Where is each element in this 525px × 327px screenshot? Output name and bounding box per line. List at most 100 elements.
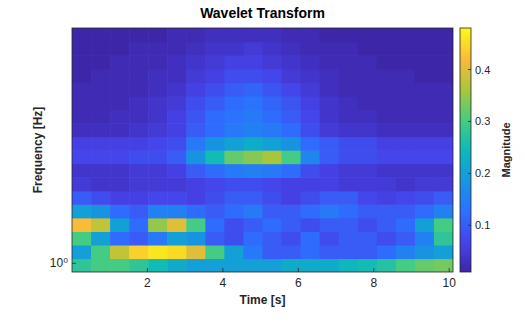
cell — [282, 150, 302, 164]
cell — [91, 82, 111, 96]
cell — [434, 218, 453, 232]
cell — [339, 218, 359, 232]
cell — [301, 150, 321, 164]
cell — [72, 191, 92, 205]
cell — [129, 69, 149, 83]
cell — [377, 110, 397, 124]
cell — [148, 218, 168, 232]
cell — [186, 69, 206, 83]
cell — [339, 150, 359, 164]
cell — [396, 245, 416, 259]
cell — [224, 69, 244, 83]
cell — [167, 96, 187, 110]
x-tick-label: 2 — [144, 276, 151, 290]
cell — [396, 177, 416, 191]
cell — [186, 96, 206, 110]
x-tick-label: 8 — [370, 276, 377, 290]
cell — [148, 55, 168, 69]
cell — [415, 82, 435, 96]
cell — [396, 137, 416, 151]
cell — [320, 191, 340, 205]
cell — [320, 42, 340, 56]
cell — [148, 69, 168, 83]
cell — [129, 82, 149, 96]
cell — [377, 231, 397, 245]
cell — [72, 177, 92, 191]
cell — [282, 55, 302, 69]
cell — [205, 28, 225, 42]
cell — [434, 137, 453, 151]
cell — [224, 245, 244, 259]
cell — [148, 110, 168, 124]
cell — [282, 137, 302, 151]
cell — [339, 28, 359, 42]
cell — [167, 28, 187, 42]
cell — [339, 96, 359, 110]
cell — [358, 42, 378, 56]
cell — [282, 218, 302, 232]
cell — [72, 110, 92, 124]
chart: 24681010⁰Wavelet TransformTime [s]Freque… — [0, 0, 525, 327]
cell — [434, 42, 453, 56]
cell — [358, 82, 378, 96]
cell — [320, 137, 340, 151]
cell — [205, 123, 225, 137]
cell — [243, 110, 263, 124]
cell — [377, 96, 397, 110]
cell — [434, 204, 453, 218]
cell — [91, 42, 111, 56]
cell — [396, 258, 416, 272]
cell — [110, 204, 130, 218]
cell — [129, 55, 149, 69]
cell — [339, 123, 359, 137]
cell — [320, 150, 340, 164]
cell — [72, 204, 92, 218]
cell — [186, 231, 206, 245]
cell — [224, 191, 244, 205]
cell — [339, 82, 359, 96]
cell — [205, 218, 225, 232]
cell — [434, 231, 453, 245]
cell — [148, 204, 168, 218]
cell — [396, 164, 416, 178]
cell — [167, 218, 187, 232]
cell — [129, 110, 149, 124]
cell — [396, 42, 416, 56]
cell — [91, 28, 111, 42]
cell — [205, 177, 225, 191]
cell — [224, 42, 244, 56]
cell — [110, 258, 130, 272]
cell — [301, 231, 321, 245]
cell — [205, 110, 225, 124]
cell — [129, 258, 149, 272]
cell — [301, 258, 321, 272]
cell — [110, 82, 130, 96]
cell — [282, 28, 302, 42]
cell — [339, 204, 359, 218]
cell — [396, 191, 416, 205]
cell — [186, 191, 206, 205]
x-axis-title: Time [s] — [240, 293, 286, 307]
cell — [72, 69, 92, 83]
cell — [282, 204, 302, 218]
cell — [434, 191, 453, 205]
cell — [415, 218, 435, 232]
cell — [358, 245, 378, 259]
cell — [415, 204, 435, 218]
cell — [129, 191, 149, 205]
cell — [415, 55, 435, 69]
cell — [186, 82, 206, 96]
cell — [415, 191, 435, 205]
cell — [301, 137, 321, 151]
cell — [148, 137, 168, 151]
cell — [243, 28, 263, 42]
cell — [377, 191, 397, 205]
cell — [301, 28, 321, 42]
cell — [358, 177, 378, 191]
cell — [282, 69, 302, 83]
cell — [301, 42, 321, 56]
cell — [91, 110, 111, 124]
cell — [434, 55, 453, 69]
cell — [320, 28, 340, 42]
cell — [72, 218, 92, 232]
